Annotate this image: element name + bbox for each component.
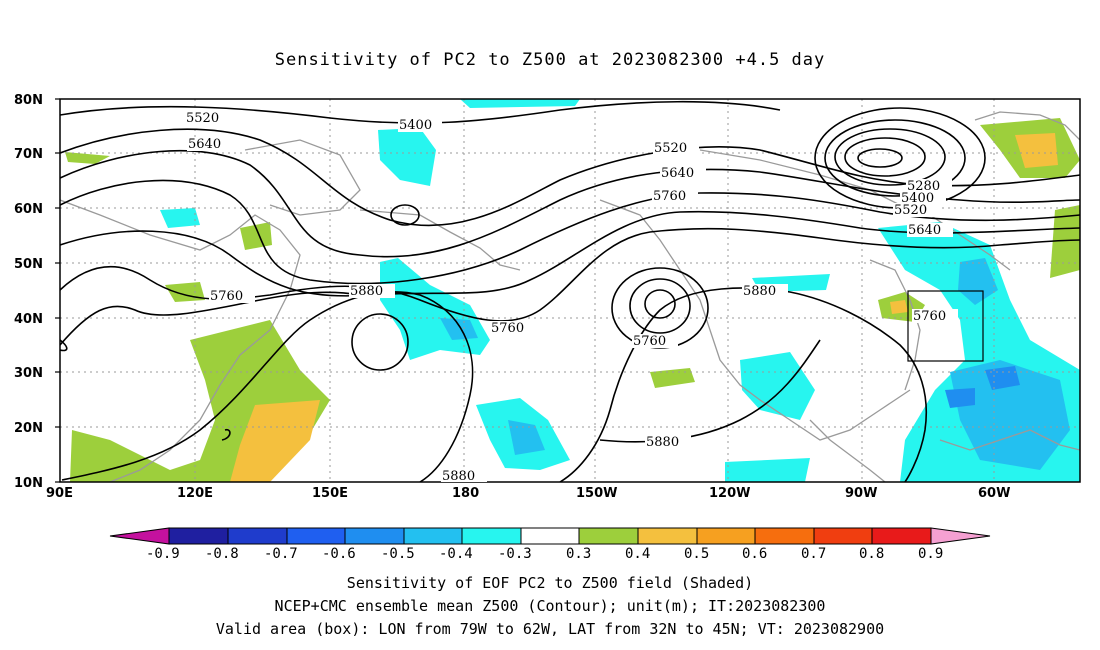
contour-label: 5880 [743, 284, 776, 299]
contour-label: 5640 [661, 166, 694, 181]
colorbar-label: 0.8 [859, 546, 884, 562]
colorbar-label: -0.3 [498, 546, 532, 562]
shade-positive-greenland-yellow [1015, 133, 1058, 168]
colorbar-label: -0.7 [264, 546, 298, 562]
colorbar-label: 0.7 [801, 546, 826, 562]
contour-label: 5760 [913, 309, 946, 324]
colorbar-label: 0.5 [684, 546, 709, 562]
colorbar-swatch [637, 527, 698, 545]
shade-positive-box-yellow [890, 300, 908, 314]
lon-label: 120W [709, 486, 750, 501]
lon-label: 120E [177, 486, 213, 501]
colorbar-label: -0.6 [322, 546, 356, 562]
shade-negative-atlantic-mid2 [950, 360, 1070, 470]
shade-positive-asia-yellow [230, 400, 320, 482]
colorbar-swatch [344, 527, 405, 545]
lon-axis: 90E 120E 150E 180 150W 120W 90W 60W [46, 486, 1010, 501]
colorbar-label: -0.8 [205, 546, 239, 562]
contour-label: 5520 [654, 141, 687, 156]
lat-axis: 80N 70N 60N 50N 40N 30N 20N 10N [14, 93, 43, 491]
colorbar: -0.9 -0.8 -0.7 -0.6 -0.5 -0.4 -0.3 0.3 0… [109, 527, 991, 562]
lon-label: 90E [46, 486, 73, 501]
lat-label: 40N [14, 312, 43, 327]
colorbar-swatch [461, 527, 522, 545]
shade-negative-pacific-dark [440, 318, 478, 340]
shade-negative-atlantic-deep2 [945, 388, 975, 408]
colorbar-low-arrow [109, 527, 170, 545]
shade-positive-east [1050, 205, 1080, 278]
contour-label: 5520 [894, 203, 927, 218]
shade-negative-arctic [378, 128, 436, 186]
contour-labels: 5520 5640 5400 5520 5640 5760 5280 5400 … [185, 111, 958, 484]
shade-negative-small [160, 208, 200, 228]
shade-positive-pacific [650, 368, 695, 388]
shade-negative-mexico [740, 352, 815, 420]
lat-ticks [55, 98, 60, 483]
contour-label: 5400 [901, 191, 934, 206]
contour-label: 5640 [188, 137, 221, 152]
colorbar-swatch [696, 527, 756, 545]
lon-label: 180 [452, 486, 479, 501]
lat-label: 30N [14, 366, 43, 381]
colorbar-swatch [227, 527, 288, 545]
shade-positive-small2 [240, 222, 272, 250]
contour-label: 5880 [646, 435, 679, 450]
lon-label: 60W [978, 486, 1010, 501]
colorbar-swatch [754, 527, 815, 545]
lon-label: 150E [312, 486, 348, 501]
caption-contour: NCEP+CMC ensemble mean Z500 (Contour); u… [274, 597, 826, 615]
contour-label: 5760 [210, 289, 243, 304]
lat-label: 10N [14, 476, 43, 491]
colorbar-label: -0.9 [146, 546, 180, 562]
colorbar-swatch [286, 527, 346, 545]
colorbar-label: 0.4 [625, 546, 650, 562]
shade-positive-small3 [65, 152, 110, 164]
lon-label: 150W [576, 486, 617, 501]
lat-label: 50N [14, 257, 43, 272]
shade-negative-atlantic-deep [985, 366, 1020, 390]
colorbar-label: 0.9 [918, 546, 943, 562]
lat-label: 20N [14, 421, 43, 436]
contour-label: 5760 [653, 189, 686, 204]
contour-label: 5880 [442, 469, 475, 484]
contour-label: 5880 [350, 284, 383, 299]
contour-label: 5760 [633, 334, 666, 349]
shade-positive-small1 [165, 282, 205, 302]
colorbar-label: 0.3 [566, 546, 591, 562]
lat-label: 70N [14, 147, 43, 162]
map-title: Sensitivity of PC2 to Z500 at 2023082300… [274, 50, 826, 70]
contour-label: 5760 [491, 321, 524, 336]
contour-label: 5520 [186, 111, 219, 126]
colorbar-high-arrow [930, 527, 991, 545]
colorbar-label: -0.4 [439, 546, 473, 562]
lon-label: 90W [845, 486, 877, 501]
caption-shading: Sensitivity of EOF PC2 to Z500 field (Sh… [346, 574, 754, 592]
colorbar-swatch [578, 527, 639, 545]
shading-layer [65, 99, 1080, 482]
colorbar-swatch [403, 527, 463, 545]
contour-label: 5640 [908, 223, 941, 238]
colorbar-swatch [168, 527, 229, 545]
plot-frame [59, 98, 1081, 483]
shade-negative-north [460, 99, 580, 108]
valid-area-box [907, 290, 984, 362]
colorbar-label: -0.5 [381, 546, 415, 562]
contour-label: 5400 [399, 118, 432, 133]
graticule [60, 99, 1080, 482]
contour-label: 5280 [907, 179, 940, 194]
shade-negative-pacific [380, 258, 490, 360]
shade-negative-tropical-dark [508, 420, 545, 455]
shade-negative-east-pac [725, 458, 810, 482]
caption-valid-area: Valid area (box): LON from 79W to 62W, L… [215, 620, 885, 638]
lat-label: 80N [14, 93, 43, 108]
shade-negative-atlantic-mid [958, 258, 998, 305]
lat-label: 60N [14, 202, 43, 217]
colorbar-label: 0.6 [742, 546, 767, 562]
colorbar-swatch [520, 527, 580, 545]
colorbar-swatch [813, 527, 873, 545]
colorbar-swatch [871, 527, 932, 545]
